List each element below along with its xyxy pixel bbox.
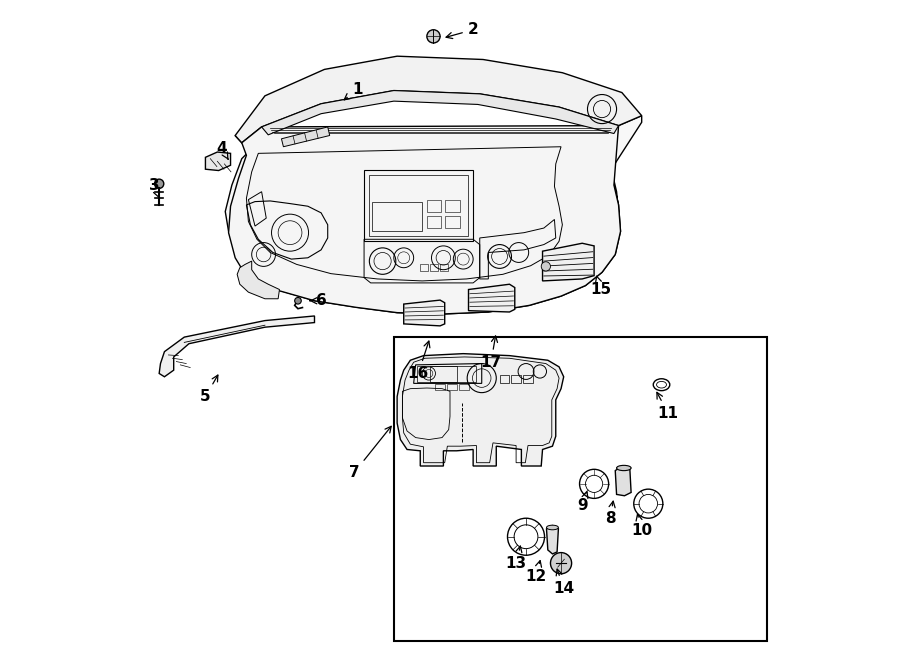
Bar	[369, 175, 468, 236]
Text: 6: 6	[310, 293, 327, 308]
Polygon shape	[238, 261, 280, 299]
Text: 10: 10	[631, 514, 652, 537]
Circle shape	[551, 553, 572, 574]
Text: 13: 13	[506, 546, 526, 570]
Text: 4: 4	[217, 141, 228, 159]
Bar	[511, 375, 521, 383]
Bar	[427, 200, 441, 212]
Bar	[427, 216, 441, 228]
Polygon shape	[235, 56, 642, 143]
Polygon shape	[225, 116, 642, 314]
Text: 7: 7	[349, 426, 392, 480]
Bar	[394, 337, 768, 641]
Text: 2: 2	[446, 22, 479, 38]
Text: 9: 9	[577, 492, 588, 513]
Bar	[430, 366, 476, 382]
Bar	[459, 384, 469, 390]
Bar	[430, 264, 438, 271]
Polygon shape	[469, 284, 515, 312]
Bar	[440, 264, 448, 271]
Text: 16: 16	[408, 341, 430, 381]
Ellipse shape	[616, 465, 631, 471]
Bar	[524, 375, 533, 383]
Text: 5: 5	[200, 375, 218, 404]
Circle shape	[155, 179, 164, 188]
Circle shape	[294, 297, 302, 304]
Text: 8: 8	[605, 501, 616, 526]
Bar	[417, 366, 456, 382]
Text: 1: 1	[344, 82, 363, 100]
Polygon shape	[616, 466, 631, 496]
Text: 11: 11	[657, 393, 679, 420]
Circle shape	[427, 30, 440, 43]
Bar	[372, 202, 421, 231]
Polygon shape	[262, 91, 618, 135]
Text: 14: 14	[554, 569, 574, 596]
Polygon shape	[543, 243, 594, 281]
Text: 17: 17	[481, 336, 501, 369]
Circle shape	[541, 262, 551, 271]
Text: 12: 12	[526, 561, 546, 584]
Bar	[420, 264, 428, 271]
Polygon shape	[546, 525, 558, 554]
Bar	[447, 384, 456, 390]
Polygon shape	[404, 300, 445, 326]
Polygon shape	[159, 316, 314, 377]
Polygon shape	[229, 126, 620, 314]
Bar	[446, 216, 460, 228]
Polygon shape	[282, 127, 329, 147]
Text: 15: 15	[590, 276, 611, 297]
Text: 3: 3	[148, 178, 159, 198]
Polygon shape	[205, 152, 230, 171]
Ellipse shape	[546, 525, 558, 530]
Bar	[446, 200, 460, 212]
Bar	[364, 170, 473, 241]
Bar	[500, 375, 508, 383]
Polygon shape	[397, 354, 563, 466]
Bar	[436, 384, 445, 390]
